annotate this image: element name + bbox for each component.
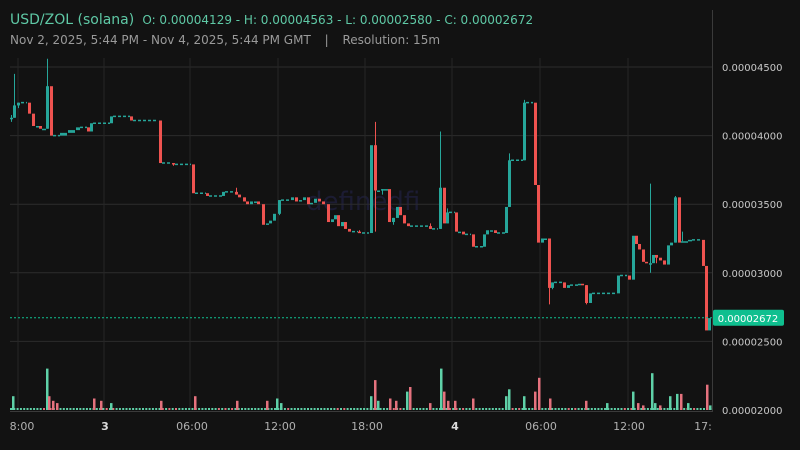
date-range: Nov 2, 2025, 5:44 PM - Nov 4, 2025, 5:44… [10, 33, 311, 47]
last-price-badge: 0.00002672 [718, 314, 778, 325]
time-tick-label: 12:00 [264, 420, 296, 433]
grid-lines [10, 10, 713, 412]
ohlc-values: O: 0.00004129 - H: 0.00004563 - L: 0.000… [142, 13, 534, 27]
price-tick-label: 0.00002500 [722, 337, 782, 348]
last-price-line: 0.00002672 [10, 309, 784, 326]
time-tick-label: 4 [451, 420, 459, 433]
time-tick-label: 3 [101, 420, 109, 433]
time-tick-label: 06:00 [525, 420, 557, 433]
price-tick-label: 0.00003000 [722, 269, 782, 280]
price-axis[interactable]: 0.00004500 0.00004000 0.00003500 0.00003000… [722, 63, 782, 417]
pair-title: USD/ZOL (solana) [10, 12, 135, 28]
candles [10, 58, 711, 331]
time-tick-label: 18:00 [351, 420, 383, 433]
time-tick-label: 12:00 [613, 420, 645, 433]
subtitle-line: Nov 2, 2025, 5:44 PM - Nov 4, 2025, 5:44… [10, 30, 533, 50]
price-tick-label: 0.00003500 [722, 200, 782, 211]
volume-bars [10, 368, 712, 410]
time-axis[interactable]: 8:00 3 06:00 12:00 18:00 4 06:00 12:00 17: [10, 420, 712, 433]
time-tick-label: 17: [694, 420, 712, 433]
resolution-label: Resolution: 15m [342, 33, 441, 47]
title-line: USD/ZOL (solana) O: 0.00004129 - H: 0.00… [10, 10, 533, 30]
chart-header: USD/ZOL (solana) O: 0.00004129 - H: 0.00… [10, 10, 533, 50]
price-tick-label: 0.00004000 [722, 132, 782, 143]
price-tick-label: 0.00002000 [722, 406, 782, 417]
separator: | [324, 33, 329, 47]
price-tick-label: 0.00004500 [722, 63, 782, 74]
time-tick-label: 06:00 [176, 420, 208, 433]
time-tick-label: 8:00 [10, 420, 35, 433]
